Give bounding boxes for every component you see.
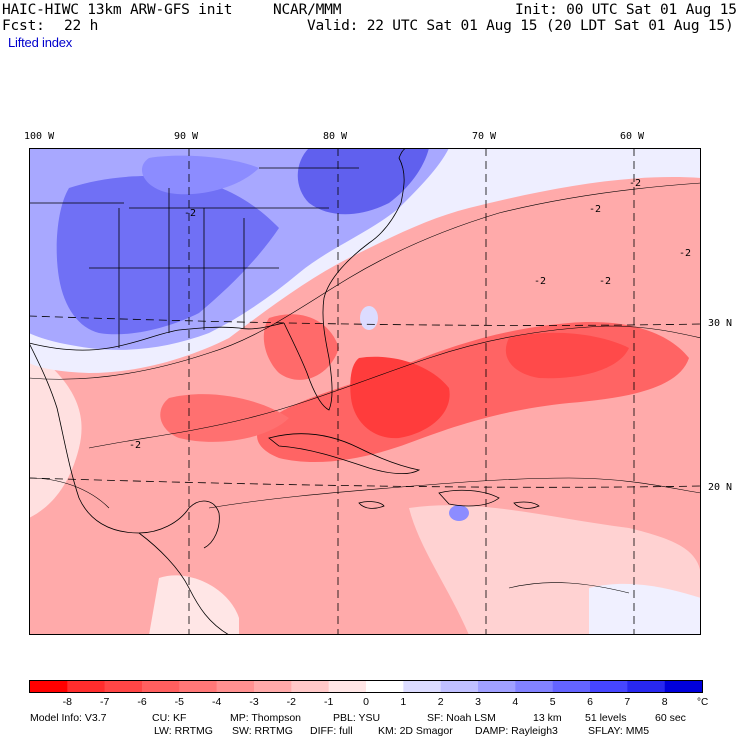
stable-region-ohio-valley bbox=[141, 155, 259, 195]
lifted-index-map: -2 -2 -2 -2 -2 -2 -2 bbox=[29, 148, 701, 635]
map-frame bbox=[29, 148, 701, 635]
colorbar-swatch bbox=[552, 681, 591, 692]
center-label: NCAR/MMM bbox=[273, 2, 342, 18]
colorbar-swatch bbox=[403, 681, 441, 692]
contour-label: -2 bbox=[629, 178, 641, 189]
colorbar-tick-label: 0 bbox=[363, 696, 369, 708]
model-info-diff: DIFF: full bbox=[310, 725, 353, 737]
lat-label-30n: 30 N bbox=[708, 318, 733, 329]
model-info-sf: SF: Noah LSM bbox=[427, 712, 496, 724]
colorbar-swatch bbox=[664, 681, 703, 692]
model-info-cu: CU: KF bbox=[152, 712, 187, 724]
colorbar-tick-label: -1 bbox=[324, 696, 333, 708]
colorbar-swatch bbox=[291, 681, 329, 692]
model-title: HAIC-HIWC 13km ARW-GFS init bbox=[2, 2, 233, 18]
contour-label: -2 bbox=[184, 208, 196, 219]
init-time: Init: 00 UTC Sat 01 Aug 15 bbox=[515, 2, 737, 18]
stable-blob-offshore bbox=[360, 306, 378, 330]
lon-label-70w: 70 W bbox=[472, 131, 497, 142]
pale-region-centralamerica bbox=[149, 575, 239, 635]
colorbar-tick-label: 8 bbox=[662, 696, 668, 708]
coastlines bbox=[29, 148, 540, 635]
colorbar-tick-label: 3 bbox=[475, 696, 481, 708]
field-name: Lifted index bbox=[8, 35, 73, 50]
colorbar-frame bbox=[29, 680, 703, 693]
forecast-label: Fcst: bbox=[2, 18, 45, 34]
colorbar-swatch bbox=[104, 681, 143, 692]
lat-label-20n: 20 N bbox=[708, 482, 733, 493]
colorbar-swatch bbox=[478, 681, 516, 692]
model-info-pbl: PBL: YSU bbox=[333, 712, 381, 724]
model-info-sw: SW: RRTMG bbox=[232, 725, 293, 737]
model-info-mp: MP: Thompson bbox=[230, 712, 302, 724]
contour-label: -2 bbox=[599, 276, 611, 287]
lon-label-90w: 90 W bbox=[174, 131, 199, 142]
colorbar-tick-label: -4 bbox=[212, 696, 221, 708]
contour-lines bbox=[29, 182, 701, 594]
colorbar-tick-label: 6 bbox=[587, 696, 593, 708]
model-info-km: KM: 2D Smagor bbox=[378, 725, 453, 737]
model-info-resolution: 13 km bbox=[533, 712, 562, 724]
unstable-core-east bbox=[505, 332, 629, 379]
colorbar-tick-label: 5 bbox=[550, 696, 556, 708]
contour-label: -2 bbox=[534, 276, 546, 287]
colorbar-tick-label: 4 bbox=[512, 696, 518, 708]
valid-time: Valid: 22 UTC Sat 01 Aug 15 (20 LDT Sat … bbox=[307, 18, 734, 34]
lat-lon-grid bbox=[29, 148, 701, 635]
colorbar-swatch bbox=[515, 681, 553, 692]
colorbar-swatch bbox=[30, 681, 68, 692]
stable-blob-hispaniola bbox=[449, 505, 469, 521]
stable-region-gulf-coast bbox=[56, 176, 279, 335]
colorbar-unit: °C bbox=[697, 697, 708, 708]
lon-label-80w: 80 W bbox=[323, 131, 348, 142]
contour-label: -2 bbox=[679, 248, 691, 259]
colorbar-swatch bbox=[590, 681, 628, 692]
model-info-levels: 51 levels bbox=[585, 712, 627, 724]
model-info-lw: LW: RRTMG bbox=[154, 725, 213, 737]
colorbar-swatch bbox=[216, 681, 255, 692]
colorbar-swatch bbox=[67, 681, 105, 692]
colorbar-swatch bbox=[366, 681, 404, 692]
colorbar-tick-label: 1 bbox=[400, 696, 406, 708]
colorbar-tick-label: -7 bbox=[100, 696, 109, 708]
unstable-region-florida bbox=[263, 314, 339, 380]
colorbar-swatch bbox=[179, 681, 217, 692]
lon-label-100w: 100 W bbox=[24, 131, 55, 142]
colorbar-swatch bbox=[627, 681, 665, 692]
model-info-timestep: 60 sec bbox=[655, 712, 686, 724]
colorbar-tick-label: -6 bbox=[137, 696, 146, 708]
contour-label: -2 bbox=[129, 440, 141, 451]
colorbar-swatch bbox=[142, 681, 180, 692]
model-info-sflay: SFLAY: MM5 bbox=[588, 725, 650, 737]
colorbar-tick-label: -2 bbox=[287, 696, 296, 708]
colorbar-tick-label: 2 bbox=[438, 696, 444, 708]
colorbar-tick-label: -8 bbox=[63, 696, 72, 708]
model-info-version: Model Info: V3.7 bbox=[30, 712, 107, 724]
model-info-damp: DAMP: Rayleigh3 bbox=[475, 725, 558, 737]
pale-region-southeast bbox=[589, 583, 701, 635]
colorbar-tick-label: -5 bbox=[175, 696, 184, 708]
colorbar-tick-label: -3 bbox=[249, 696, 258, 708]
colorbar-tick-label: 7 bbox=[624, 696, 630, 708]
lon-label-60w: 60 W bbox=[620, 131, 645, 142]
stable-region-mid-atlantic bbox=[297, 148, 429, 215]
colorbar-swatch bbox=[440, 681, 479, 692]
colorbar-swatch bbox=[328, 681, 367, 692]
colorbar-swatch bbox=[254, 681, 292, 692]
colorbar: -8 -7 -6 -5 -4 -3 -2 -1 0 1 2 3 4 5 6 7 8 °C bbox=[29, 680, 708, 708]
pale-region-west bbox=[29, 348, 82, 518]
contour-label: -2 bbox=[589, 204, 601, 215]
forecast-hour: 22 h bbox=[64, 18, 99, 34]
